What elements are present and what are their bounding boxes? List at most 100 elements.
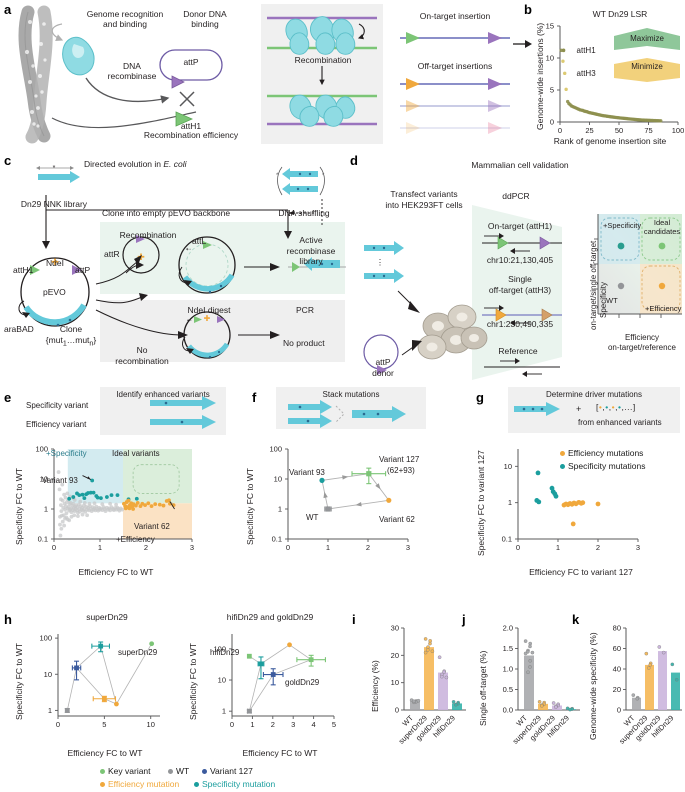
- svg-text:1: 1: [326, 543, 330, 552]
- legend-label-key-variant: Key variant: [108, 766, 151, 776]
- panel-d-on-target-label: On-target (attH1): [487, 221, 553, 231]
- svg-text:0.5: 0.5: [503, 685, 513, 694]
- panel-e-ylabel: Specificity FC to WT: [14, 468, 24, 545]
- panel-e-variant93-label: Variant 93: [42, 476, 78, 485]
- svg-text:1: 1: [44, 505, 48, 514]
- panel-g-legend-specificity: Specificity mutations: [560, 461, 645, 471]
- panel-c-diagram: * * * ✚ ✚: [18, 165, 346, 359]
- panel-c-pcr-label: PCR: [296, 305, 314, 315]
- panel-g-legend-efficiency: Efficiency mutations: [560, 448, 643, 458]
- panel-a-genome-recognition-label: Genome recognition and binding: [86, 9, 164, 29]
- svg-text:40: 40: [613, 665, 621, 674]
- panel-h-legend-wt: WT: [168, 766, 189, 776]
- panel-h-left-ylabel: Specificity FC to WT: [14, 643, 24, 720]
- panel-label-k: k: [572, 612, 580, 627]
- svg-text:0: 0: [617, 706, 621, 715]
- svg-text:1: 1: [222, 707, 226, 716]
- panel-h-hifidn29-label: hifiDn29: [210, 648, 240, 657]
- panel-g-mutation-bracket: [•,•,•,•,...]: [596, 402, 636, 412]
- svg-text:1.5: 1.5: [503, 644, 513, 653]
- panel-d-efficiency-region-label: +Efficiency: [645, 304, 682, 313]
- panel-e-specificity-region-label: +Specificity: [46, 449, 87, 458]
- chromosome-icon: [18, 5, 53, 144]
- panel-a-attp-label: attP: [183, 57, 199, 67]
- panel-c-pevo-label: pEVO: [43, 287, 66, 297]
- panel-a-arrow-to-b: [513, 40, 532, 48]
- panel-a-donor-dna-label: Donor DNA binding: [183, 9, 227, 29]
- panel-h-legend-efficiency-mutation: Efficiency mutation: [100, 779, 179, 789]
- panel-h-legend-key-variant: Key variant: [100, 766, 151, 776]
- panel-f-variant127-sub: (62+93): [387, 466, 415, 475]
- svg-text:10: 10: [546, 54, 554, 63]
- panel-f-wt-label: WT: [306, 513, 319, 522]
- panel-g-ylabel: Specificity FC to variant 127: [476, 450, 486, 556]
- panel-e-header-arrows: [150, 396, 216, 429]
- svg-text:✚: ✚: [137, 252, 145, 262]
- panel-h-left-chart: 0 5 10 1 10 100: [39, 634, 160, 729]
- legend-label-efficiency-mutation: Efficiency mutation: [108, 779, 180, 789]
- svg-text:0: 0: [286, 543, 290, 552]
- panel-a-insertions-diagram: [400, 32, 510, 134]
- panel-d-off-target-coord: chr1:230,490,335: [486, 319, 554, 329]
- off-target-amplicon-icon: [482, 305, 562, 326]
- panel-e-efficiency-region-label: +Efficiency: [116, 535, 155, 544]
- panel-h-right-ylabel: Specificity FC to WT: [188, 643, 198, 720]
- svg-text:1: 1: [556, 543, 560, 552]
- svg-text:3: 3: [190, 543, 194, 552]
- panel-c-no-recombination-label: No recombination: [115, 345, 169, 366]
- legend-dot-efficiency-mutation: [100, 782, 105, 787]
- panel-label-g: g: [476, 390, 484, 405]
- svg-text:100: 100: [39, 634, 52, 643]
- panel-f-variant62-label: Variant 62: [379, 515, 415, 524]
- svg-text:2: 2: [144, 543, 148, 552]
- panel-c-title: Directed evolution in E. coli: [84, 159, 187, 169]
- svg-text:3: 3: [406, 543, 410, 552]
- panel-label-b: b: [524, 2, 532, 17]
- svg-text:3: 3: [636, 543, 640, 552]
- panel-k-ylabel: Genome-wide specificity (%): [588, 632, 598, 740]
- panel-a-off-target-label: Off-target insertions: [417, 61, 493, 71]
- svg-text:1: 1: [508, 498, 512, 507]
- panel-c-active-library-label: Active recombinase library: [286, 235, 336, 267]
- on-target-amplicon-icon: [482, 233, 562, 254]
- panel-e-spec-variant-label: Specificity variant: [26, 401, 89, 410]
- panel-d-transfect-label: Transfect variants into HEK293FT cells: [385, 189, 463, 210]
- panel-g-header-subtitle: from enhanced variants: [578, 418, 662, 427]
- svg-text:2.0: 2.0: [503, 624, 513, 633]
- svg-text:1: 1: [48, 706, 52, 715]
- panel-b-maximize-label: Maximize: [630, 34, 664, 43]
- panel-label-h: h: [4, 612, 12, 627]
- cells-icon: [417, 304, 488, 360]
- cross-icon: [179, 91, 195, 107]
- panel-label-c: c: [4, 153, 12, 168]
- panel-c-library-label: Dn29 NNK library: [20, 199, 88, 209]
- legend-dot-wt: [168, 769, 173, 774]
- svg-text:30: 30: [391, 624, 399, 633]
- panel-f-header-title: Stack mutations: [322, 390, 380, 399]
- panel-h-legend-variant127: Variant 127: [202, 766, 253, 776]
- svg-text:⋮: ⋮: [376, 258, 384, 267]
- svg-text:60: 60: [613, 644, 621, 653]
- panel-d-ylabel-line1: on-target/single off-target: [589, 240, 598, 330]
- panel-a-synapse-diagram: [267, 16, 377, 127]
- panel-f-header-arrows: [288, 400, 406, 428]
- attl-plasmid-icon: ⇠: [178, 236, 236, 294]
- panel-c-shuffling-label: DNA shuffling: [278, 208, 330, 218]
- recombinase-protein-icon: [62, 36, 95, 76]
- svg-text:0.1: 0.1: [38, 535, 48, 544]
- svg-text:⇠: ⇠: [187, 318, 192, 324]
- panel-e-ideal-region-label: Ideal variants: [112, 449, 160, 458]
- panel-e-chart: 0 1 2 3 0.1 1 10 100: [35, 445, 194, 553]
- nnk-library-arrow-icon: *: [36, 165, 80, 183]
- panel-h-left-xlabel: Efficiency FC to WT: [67, 748, 143, 758]
- attr-plasmid-icon: ✚: [122, 235, 160, 274]
- panel-d-funnel: [472, 205, 562, 380]
- panel-f-variant127-label: Variant 127: [379, 455, 420, 464]
- panel-h-right-title: hifiDn29 and goldDn29: [226, 612, 314, 622]
- svg-text:2: 2: [366, 543, 370, 552]
- svg-text:0: 0: [516, 543, 520, 552]
- svg-text:0.1: 0.1: [502, 535, 512, 544]
- svg-text:10: 10: [274, 475, 282, 484]
- svg-text:80: 80: [613, 624, 621, 633]
- svg-text:*: *: [276, 173, 279, 179]
